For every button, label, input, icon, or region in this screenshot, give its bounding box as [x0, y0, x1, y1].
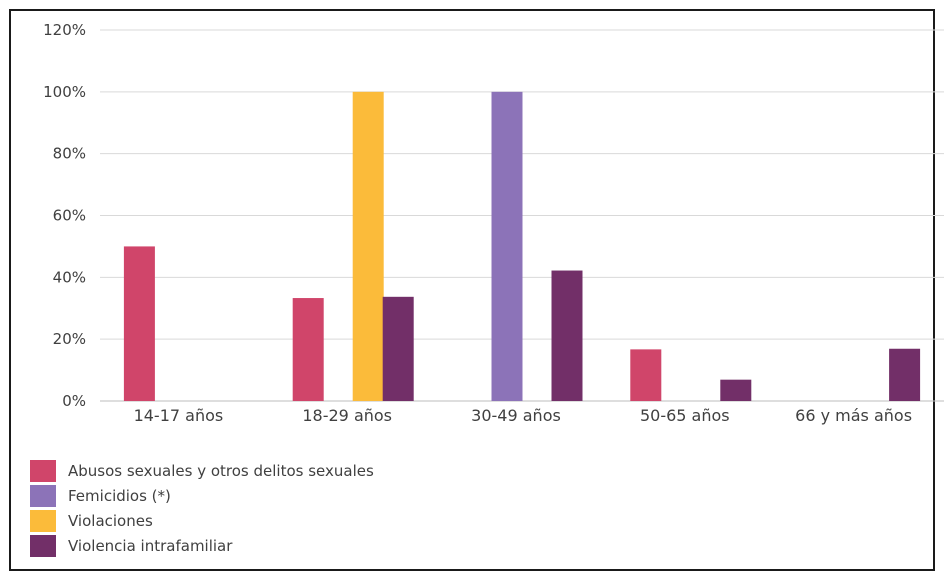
- legend-label: Violaciones: [68, 511, 153, 530]
- legend-swatch: [30, 459, 56, 482]
- bar: [491, 91, 523, 401]
- legend: Abusos sexuales y otros delitos sexuales…: [30, 458, 374, 558]
- bar: [352, 91, 384, 401]
- bar: [720, 379, 752, 401]
- x-tick-label: 50-65 años: [640, 406, 730, 425]
- legend-swatch: [30, 534, 56, 557]
- x-tick-label: 66 y más años: [795, 406, 912, 425]
- chart-frame: [9, 9, 935, 571]
- bar: [123, 246, 155, 401]
- y-tick-label: 40%: [53, 268, 86, 286]
- legend-item: Abusos sexuales y otros delitos sexuales: [30, 458, 374, 483]
- y-tick-label: 20%: [53, 330, 86, 348]
- y-tick-label: 80%: [53, 145, 86, 163]
- bar: [382, 296, 414, 401]
- y-tick-label: 100%: [43, 83, 86, 101]
- legend-item: Violaciones: [30, 508, 374, 533]
- x-tick-label: 14-17 años: [134, 406, 224, 425]
- y-tick-label: 60%: [53, 207, 86, 225]
- bar: [630, 349, 662, 401]
- bar: [889, 348, 921, 401]
- legend-item: Femicidios (*): [30, 483, 374, 508]
- y-axis: 0% 20% 40% 60% 80% 100% 120%: [43, 21, 86, 410]
- legend-swatch: [30, 484, 56, 507]
- bar: [551, 270, 583, 401]
- y-tick-label: 0%: [62, 392, 86, 410]
- x-tick-label: 30-49 años: [471, 406, 561, 425]
- legend-label: Abusos sexuales y otros delitos sexuales: [68, 461, 374, 480]
- legend-label: Femicidios (*): [68, 486, 171, 505]
- bars: [123, 91, 921, 401]
- y-tick-label: 120%: [43, 21, 86, 39]
- legend-item: Violencia intrafamiliar: [30, 533, 374, 558]
- bar: [292, 298, 324, 401]
- x-tick-label: 18-29 años: [302, 406, 392, 425]
- x-axis: 14-17 años 18-29 años 30-49 años 50-65 años…: [134, 406, 912, 425]
- legend-label: Violencia intrafamiliar: [68, 536, 233, 555]
- legend-swatch: [30, 509, 56, 532]
